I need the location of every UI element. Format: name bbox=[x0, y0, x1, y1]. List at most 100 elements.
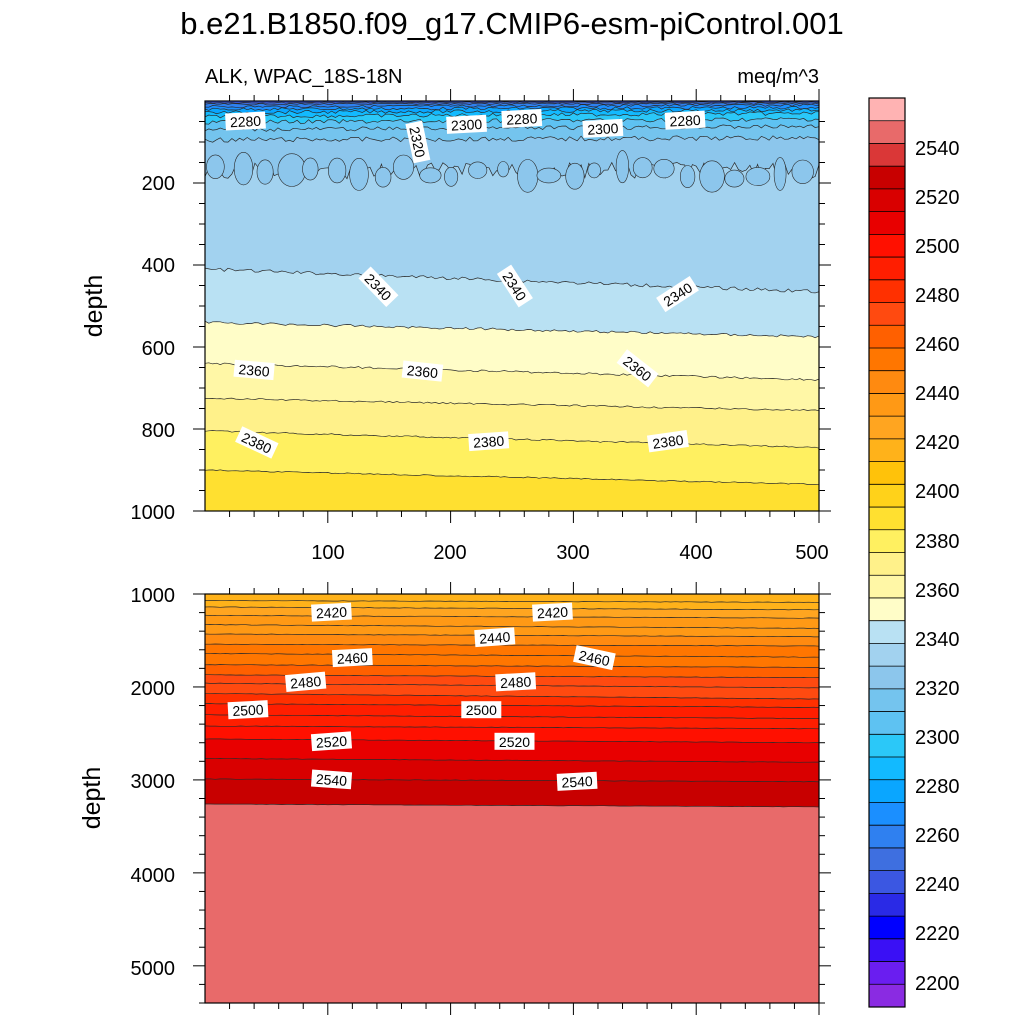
contour-label-box bbox=[616, 349, 659, 388]
colorbar-box bbox=[869, 711, 905, 735]
top-xtick-500: 500 bbox=[795, 542, 828, 564]
colorbar-box bbox=[869, 779, 905, 803]
colorbar-box bbox=[869, 825, 905, 849]
contour-line bbox=[205, 725, 819, 730]
contour-line bbox=[205, 430, 819, 449]
contour-band bbox=[205, 804, 819, 1003]
contour-label: 2460 bbox=[573, 645, 616, 671]
top-ytick-400: 400 bbox=[142, 255, 175, 277]
colorbar-label-2200: 2200 bbox=[915, 973, 960, 995]
top-axis-ticks bbox=[193, 89, 831, 523]
contour-line bbox=[205, 106, 819, 111]
top-plot-area bbox=[205, 101, 819, 511]
contour-patch bbox=[517, 159, 539, 193]
bottom-ytick-4000: 4000 bbox=[131, 865, 176, 887]
contour-patch bbox=[791, 159, 814, 184]
contour-patch bbox=[497, 161, 510, 178]
contour-label: 2500 bbox=[461, 701, 502, 719]
bottom-plot-area bbox=[205, 594, 819, 1003]
contour-label-text: 2360 bbox=[238, 361, 271, 380]
contour-label-text: 2460 bbox=[336, 649, 368, 667]
contour-line bbox=[205, 624, 819, 629]
colorbar-box bbox=[869, 507, 905, 531]
colorbar-box bbox=[869, 893, 905, 917]
contour-patch bbox=[679, 165, 696, 189]
contour-label-text: 2320 bbox=[406, 125, 428, 159]
colorbar-box bbox=[869, 666, 905, 690]
contour-label: 2300 bbox=[582, 118, 624, 138]
contour-label-text: 2360 bbox=[406, 362, 439, 381]
colorbar-box bbox=[869, 552, 905, 576]
bottom-ytick-3000: 3000 bbox=[131, 771, 176, 793]
colorbar-label-2400: 2400 bbox=[915, 481, 960, 503]
contour-patch bbox=[256, 159, 274, 185]
colorbar-box bbox=[869, 597, 905, 621]
contour-patch bbox=[349, 157, 369, 191]
contour-line bbox=[205, 135, 819, 143]
colorbar-box bbox=[869, 938, 905, 962]
contour-line bbox=[205, 693, 819, 700]
contour-patch bbox=[536, 167, 561, 184]
contour-patch bbox=[699, 160, 725, 193]
contour-label-text: 2440 bbox=[479, 629, 511, 647]
contour-line bbox=[205, 599, 819, 603]
colorbar-box bbox=[869, 325, 905, 349]
colorbar-label-2440: 2440 bbox=[915, 383, 960, 405]
contour-line bbox=[205, 714, 819, 719]
contour-line bbox=[205, 362, 819, 381]
contour-label-text: 2520 bbox=[315, 733, 347, 751]
contour-label-box bbox=[495, 672, 537, 692]
contour-label-box bbox=[225, 111, 266, 131]
top-y-axis-label: depth bbox=[80, 275, 108, 338]
contour-patch bbox=[374, 167, 392, 188]
contour-label: 2360 bbox=[233, 359, 275, 381]
colorbar-label-2260: 2260 bbox=[915, 825, 960, 847]
colorbar-box bbox=[869, 916, 905, 940]
contour-label-box bbox=[556, 771, 598, 791]
bottom-axis-ticks bbox=[193, 582, 831, 1015]
bottom-ytick-5000: 5000 bbox=[131, 958, 176, 980]
colorbar-box bbox=[869, 188, 905, 212]
contour-line bbox=[205, 103, 819, 109]
contour-label-box bbox=[284, 671, 327, 693]
colorbar-box bbox=[869, 870, 905, 894]
contour-label: 2480 bbox=[495, 672, 537, 692]
contour-label-text: 2280 bbox=[506, 110, 538, 128]
colorbar-box bbox=[869, 984, 905, 1008]
top-xtick-200: 200 bbox=[433, 542, 466, 564]
contour-label-text: 2280 bbox=[230, 113, 262, 131]
contour-label-box bbox=[310, 731, 353, 752]
contour-label-text: 2300 bbox=[587, 120, 619, 138]
top-xtick-400: 400 bbox=[679, 542, 712, 564]
contour-line bbox=[205, 703, 819, 708]
colorbar-box bbox=[869, 143, 905, 167]
colorbar-box bbox=[869, 484, 905, 508]
contour-label-text: 2300 bbox=[451, 116, 483, 134]
contour-patch bbox=[328, 157, 347, 184]
top-ytick-600: 600 bbox=[142, 338, 175, 360]
contour-patch bbox=[302, 157, 319, 181]
colorbar-label-2300: 2300 bbox=[915, 727, 960, 749]
top-xtick-300: 300 bbox=[556, 542, 589, 564]
top-contour-fill bbox=[205, 101, 819, 511]
contour-label: 2360 bbox=[401, 360, 444, 382]
colorbar-box bbox=[869, 461, 905, 485]
contour-label-box bbox=[461, 701, 502, 719]
contour-label-box bbox=[331, 648, 373, 668]
contour-patch bbox=[565, 162, 585, 190]
contour-label-box bbox=[496, 264, 533, 308]
contour-label-text: 2500 bbox=[232, 701, 264, 719]
colorbar-label-2500: 2500 bbox=[915, 236, 960, 258]
colorbar-label-2460: 2460 bbox=[915, 334, 960, 356]
contour-patch bbox=[206, 154, 225, 180]
contour-label: 2300 bbox=[446, 114, 487, 134]
top-ytick-800: 800 bbox=[142, 420, 175, 442]
contour-patch bbox=[773, 157, 787, 191]
colorbar-box bbox=[869, 347, 905, 371]
contour-label: 2440 bbox=[474, 627, 516, 648]
contour-line bbox=[205, 652, 819, 658]
contour-label-text: 2380 bbox=[473, 433, 505, 451]
contour-patch bbox=[587, 162, 601, 179]
